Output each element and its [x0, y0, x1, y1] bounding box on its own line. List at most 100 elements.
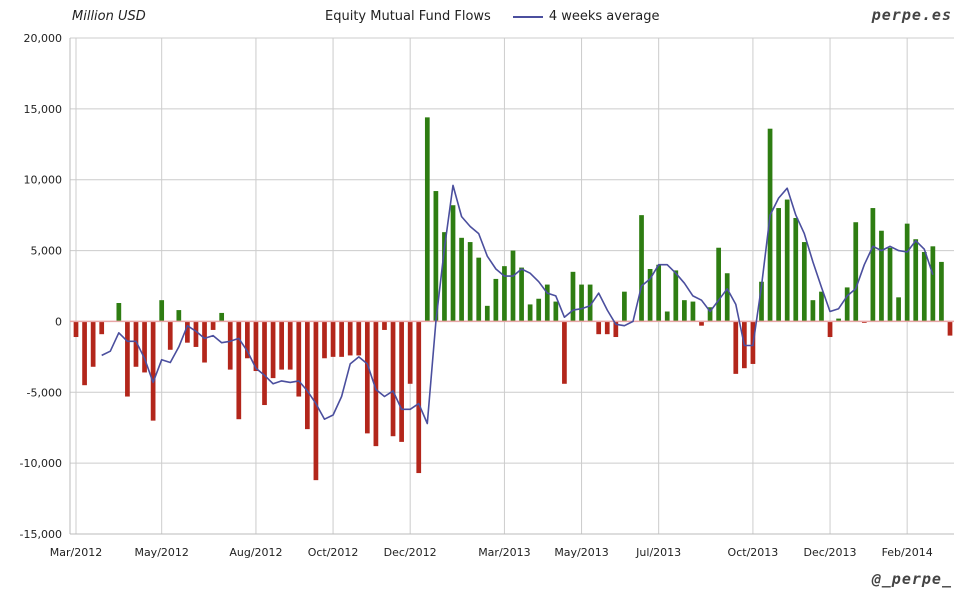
flow-bar	[596, 321, 602, 335]
flow-bar	[793, 217, 799, 322]
flow-bar	[407, 321, 413, 384]
flow-bar	[879, 230, 884, 322]
flow-bar	[579, 284, 584, 322]
flow-bar	[810, 300, 816, 322]
flow-bar	[767, 128, 773, 322]
flow-bar	[673, 270, 679, 322]
flow-bar	[296, 321, 302, 397]
flow-bar	[664, 311, 670, 322]
y-tick-label: -15,000	[20, 528, 62, 541]
x-tick-label: Dec/2012	[384, 546, 437, 559]
flow-bar	[416, 321, 422, 474]
flow-bar	[356, 321, 362, 356]
flow-bar	[707, 307, 713, 322]
flow-bar	[202, 321, 207, 363]
y-tick-label: 5,000	[31, 245, 63, 258]
flow-bar	[647, 268, 653, 322]
flow-bar	[613, 321, 619, 338]
flow-bar	[210, 321, 216, 330]
flow-bar	[604, 321, 610, 335]
flow-bar	[527, 304, 533, 322]
legend-label: 4 weeks average	[548, 9, 660, 24]
x-tick-label: Mar/2013	[478, 546, 530, 559]
y-tick-label: 0	[55, 315, 62, 328]
flow-bar	[570, 271, 576, 322]
flow-bar	[827, 321, 833, 338]
flow-bar	[724, 273, 730, 322]
flow-bar	[476, 257, 482, 322]
flow-bar	[896, 297, 901, 322]
flow-bar	[245, 321, 250, 359]
flow-bar	[382, 321, 387, 330]
flow-bar	[279, 321, 285, 370]
flow-bar	[219, 312, 225, 322]
y-axis-unit-label: Million USD	[72, 9, 146, 24]
flow-bar	[930, 246, 936, 322]
flow-bar	[90, 321, 96, 367]
flow-bar	[287, 321, 293, 370]
flow-bar	[322, 321, 327, 359]
x-tick-label: May/2012	[134, 546, 188, 559]
flow-bar	[167, 321, 173, 350]
flow-bar	[304, 321, 310, 430]
flow-bar	[339, 321, 344, 357]
legend-line-swatch	[512, 15, 543, 18]
flow-bar	[716, 247, 722, 322]
flow-bar	[536, 298, 542, 322]
chart-title-and-legend: Equity Mutual Fund Flows 4 weeks average	[325, 9, 660, 24]
flow-bar	[510, 250, 516, 322]
flow-bar	[484, 305, 490, 322]
flow-bar	[467, 242, 473, 322]
flow-bar	[227, 321, 233, 370]
flow-bar	[442, 232, 447, 322]
flow-bar	[459, 237, 464, 322]
flow-bar	[159, 300, 165, 322]
flow-bar	[373, 321, 379, 447]
flow-bar	[544, 284, 550, 322]
flow-bar	[639, 215, 644, 322]
flow-bar	[587, 284, 593, 322]
x-tick-label: Mar/2012	[50, 546, 102, 559]
flow-bar	[133, 321, 139, 367]
flow-bar	[390, 321, 396, 437]
flow-bar	[502, 266, 507, 322]
flow-bar	[150, 321, 156, 421]
flow-bar	[236, 321, 242, 420]
flow-bar	[433, 191, 439, 322]
brand-watermark: perpe.es	[871, 6, 952, 24]
flow-bar	[844, 287, 850, 322]
flow-bar	[185, 321, 190, 343]
y-tick-label: 15,000	[24, 103, 63, 116]
flow-bar	[125, 321, 130, 397]
flow-bar	[364, 321, 370, 434]
y-tick-label: -5,000	[27, 386, 62, 399]
flow-bar	[82, 321, 87, 386]
flow-bar	[656, 264, 662, 322]
y-tick-label: 10,000	[24, 174, 63, 187]
flow-bar	[116, 303, 122, 322]
flow-bar	[947, 321, 953, 336]
flow-bar	[553, 301, 559, 322]
flow-bar	[690, 301, 696, 322]
x-tick-label: Dec/2013	[804, 546, 857, 559]
x-tick-label: Feb/2014	[882, 546, 933, 559]
flow-bar	[253, 321, 259, 372]
flow-bar	[330, 321, 336, 357]
x-tick-label: Oct/2013	[728, 546, 779, 559]
flow-bar	[519, 267, 524, 322]
flow-bar	[347, 321, 353, 356]
flow-bar	[801, 242, 807, 322]
flow-bar	[176, 310, 182, 322]
flow-bar	[262, 321, 267, 406]
x-tick-label: May/2013	[554, 546, 608, 559]
x-tick-label: Aug/2012	[229, 546, 282, 559]
flow-bar	[142, 321, 147, 373]
flow-bar	[313, 321, 319, 481]
flow-bar	[853, 222, 859, 322]
flow-bar	[913, 239, 919, 322]
chart-title: Equity Mutual Fund Flows	[325, 9, 491, 24]
flow-bar	[733, 321, 739, 374]
flow-bar	[562, 321, 567, 384]
twitter-handle: @_perpe_	[871, 570, 952, 588]
